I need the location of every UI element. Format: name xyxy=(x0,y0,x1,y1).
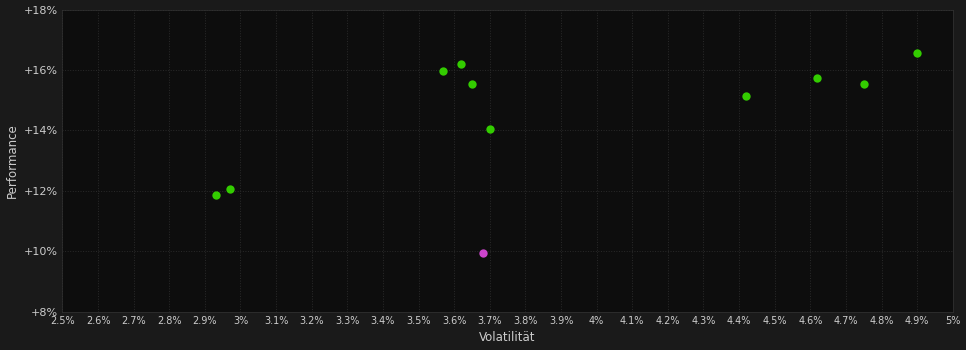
Point xyxy=(738,93,753,98)
Point xyxy=(465,81,480,86)
X-axis label: Volatilität: Volatilität xyxy=(479,331,536,344)
Point xyxy=(454,61,469,67)
Point xyxy=(475,250,491,255)
Point xyxy=(222,187,238,192)
Point xyxy=(482,126,497,132)
Y-axis label: Performance: Performance xyxy=(6,123,18,198)
Point xyxy=(436,69,451,74)
Point xyxy=(909,50,924,56)
Point xyxy=(856,81,871,86)
Point xyxy=(208,193,223,198)
Point xyxy=(810,75,825,80)
